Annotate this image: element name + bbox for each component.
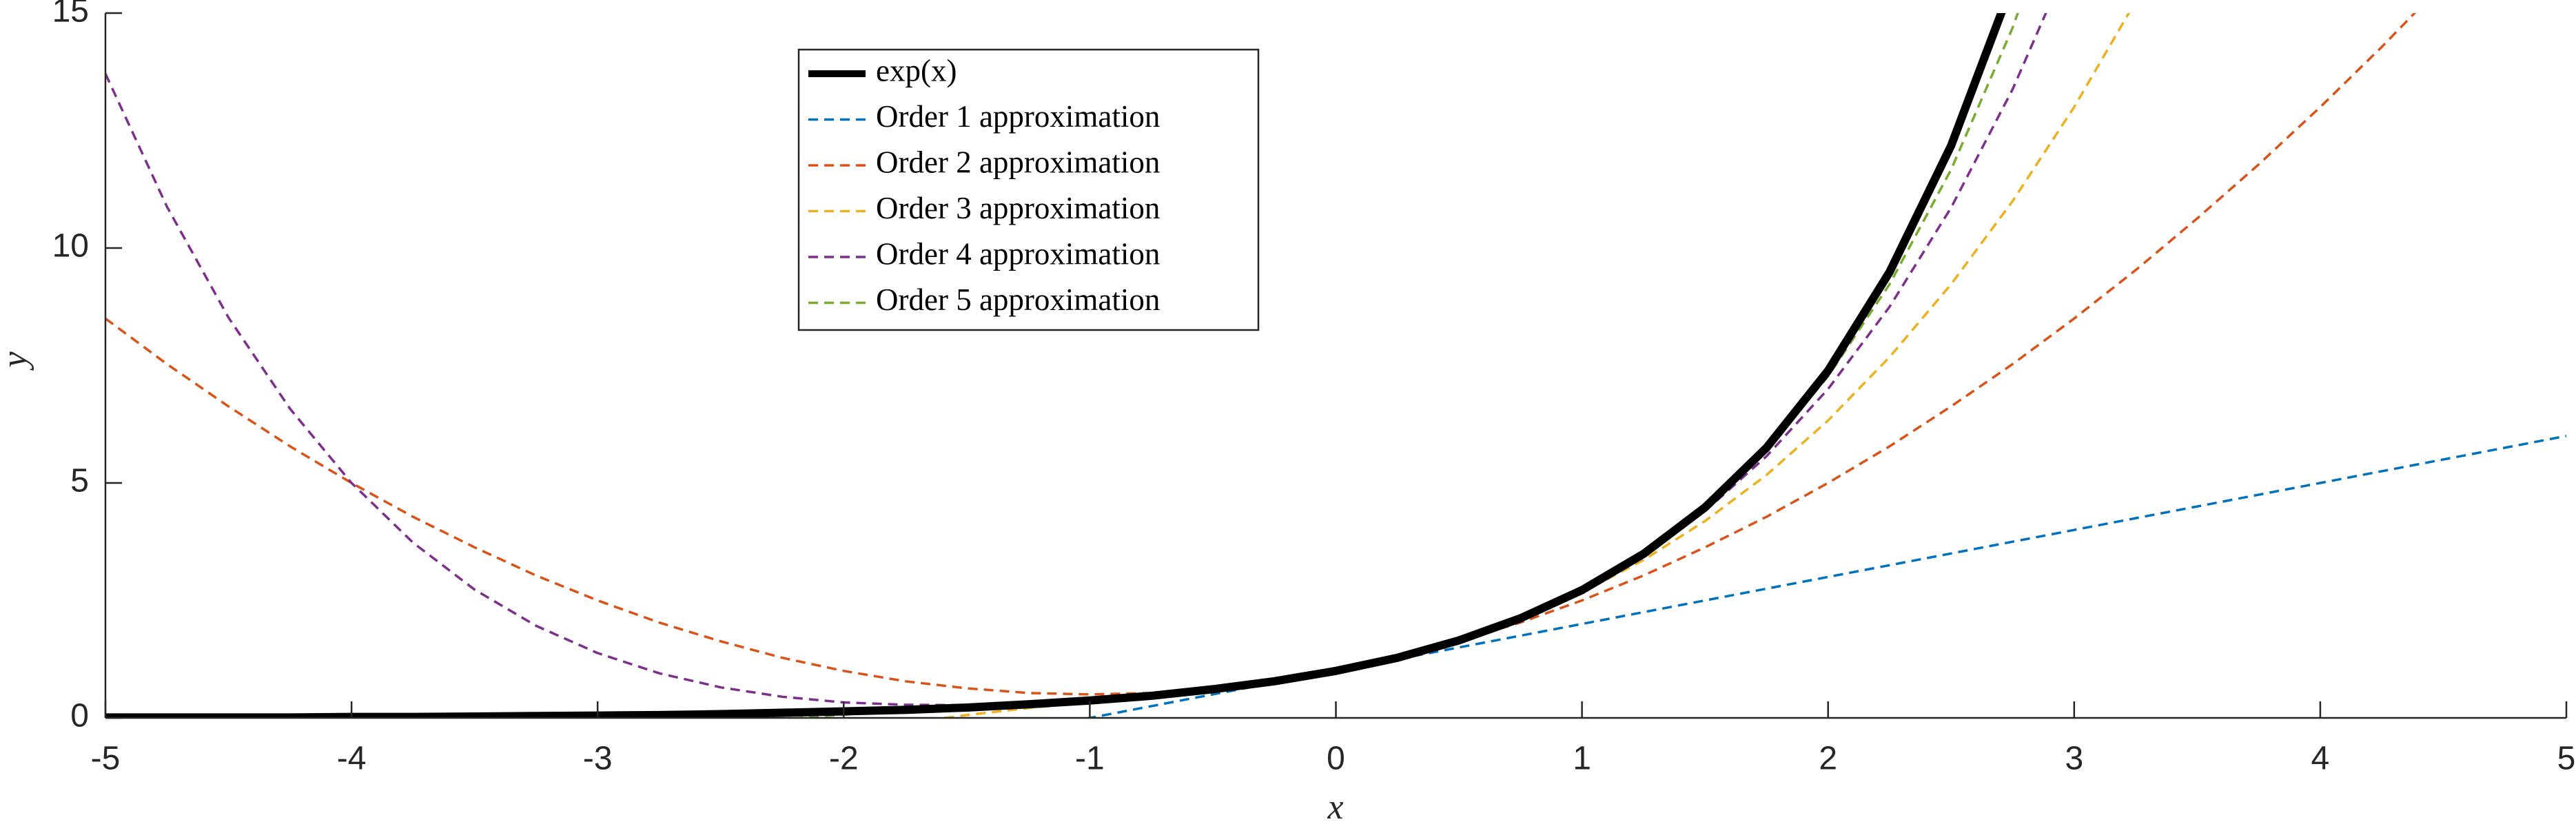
legend-label: Order 5 approximation bbox=[876, 282, 1160, 317]
x-tick-label: 1 bbox=[1573, 741, 1591, 777]
x-tick-label: 4 bbox=[2311, 741, 2330, 777]
x-tick-label: 5 bbox=[2557, 741, 2576, 777]
x-tick-label: 2 bbox=[1819, 741, 1837, 777]
y-axis-label: y bbox=[0, 351, 34, 371]
x-tick-label: -5 bbox=[91, 741, 121, 777]
x-tick-label: -2 bbox=[829, 741, 859, 777]
y-tick-label: 0 bbox=[70, 698, 89, 734]
legend-label: Order 2 approximation bbox=[876, 145, 1160, 179]
x-axis-label: x bbox=[1327, 787, 1343, 824]
y-tick-label: 15 bbox=[52, 0, 89, 30]
legend-label: Order 3 approximation bbox=[876, 191, 1160, 225]
legend: exp(x) Order 1 approximation Order 2 appro… bbox=[797, 48, 1260, 331]
legend-label: exp(x) bbox=[876, 53, 957, 87]
y-tick-label: 5 bbox=[70, 463, 89, 499]
x-tick-label: 0 bbox=[1327, 741, 1345, 777]
x-tick-label: -1 bbox=[1075, 741, 1105, 777]
series-line bbox=[784, 13, 2019, 718]
series-line bbox=[935, 13, 2131, 718]
y-tick-label: 10 bbox=[52, 228, 89, 265]
axes: -5 -4 -3 -2 -1 0 1 2 3 4 5 0 5 10 15 bbox=[52, 0, 2576, 777]
legend-label: Order 4 approximation bbox=[876, 236, 1160, 271]
x-tick-label: 3 bbox=[2065, 741, 2083, 777]
plot-area bbox=[105, 13, 2566, 718]
series-line bbox=[105, 13, 2006, 718]
series-line bbox=[105, 13, 2047, 707]
x-tick-label: -4 bbox=[337, 741, 367, 777]
legend-label: Order 1 approximation bbox=[876, 99, 1160, 134]
legend-box bbox=[797, 48, 1260, 331]
x-tick-label: -3 bbox=[583, 741, 613, 777]
